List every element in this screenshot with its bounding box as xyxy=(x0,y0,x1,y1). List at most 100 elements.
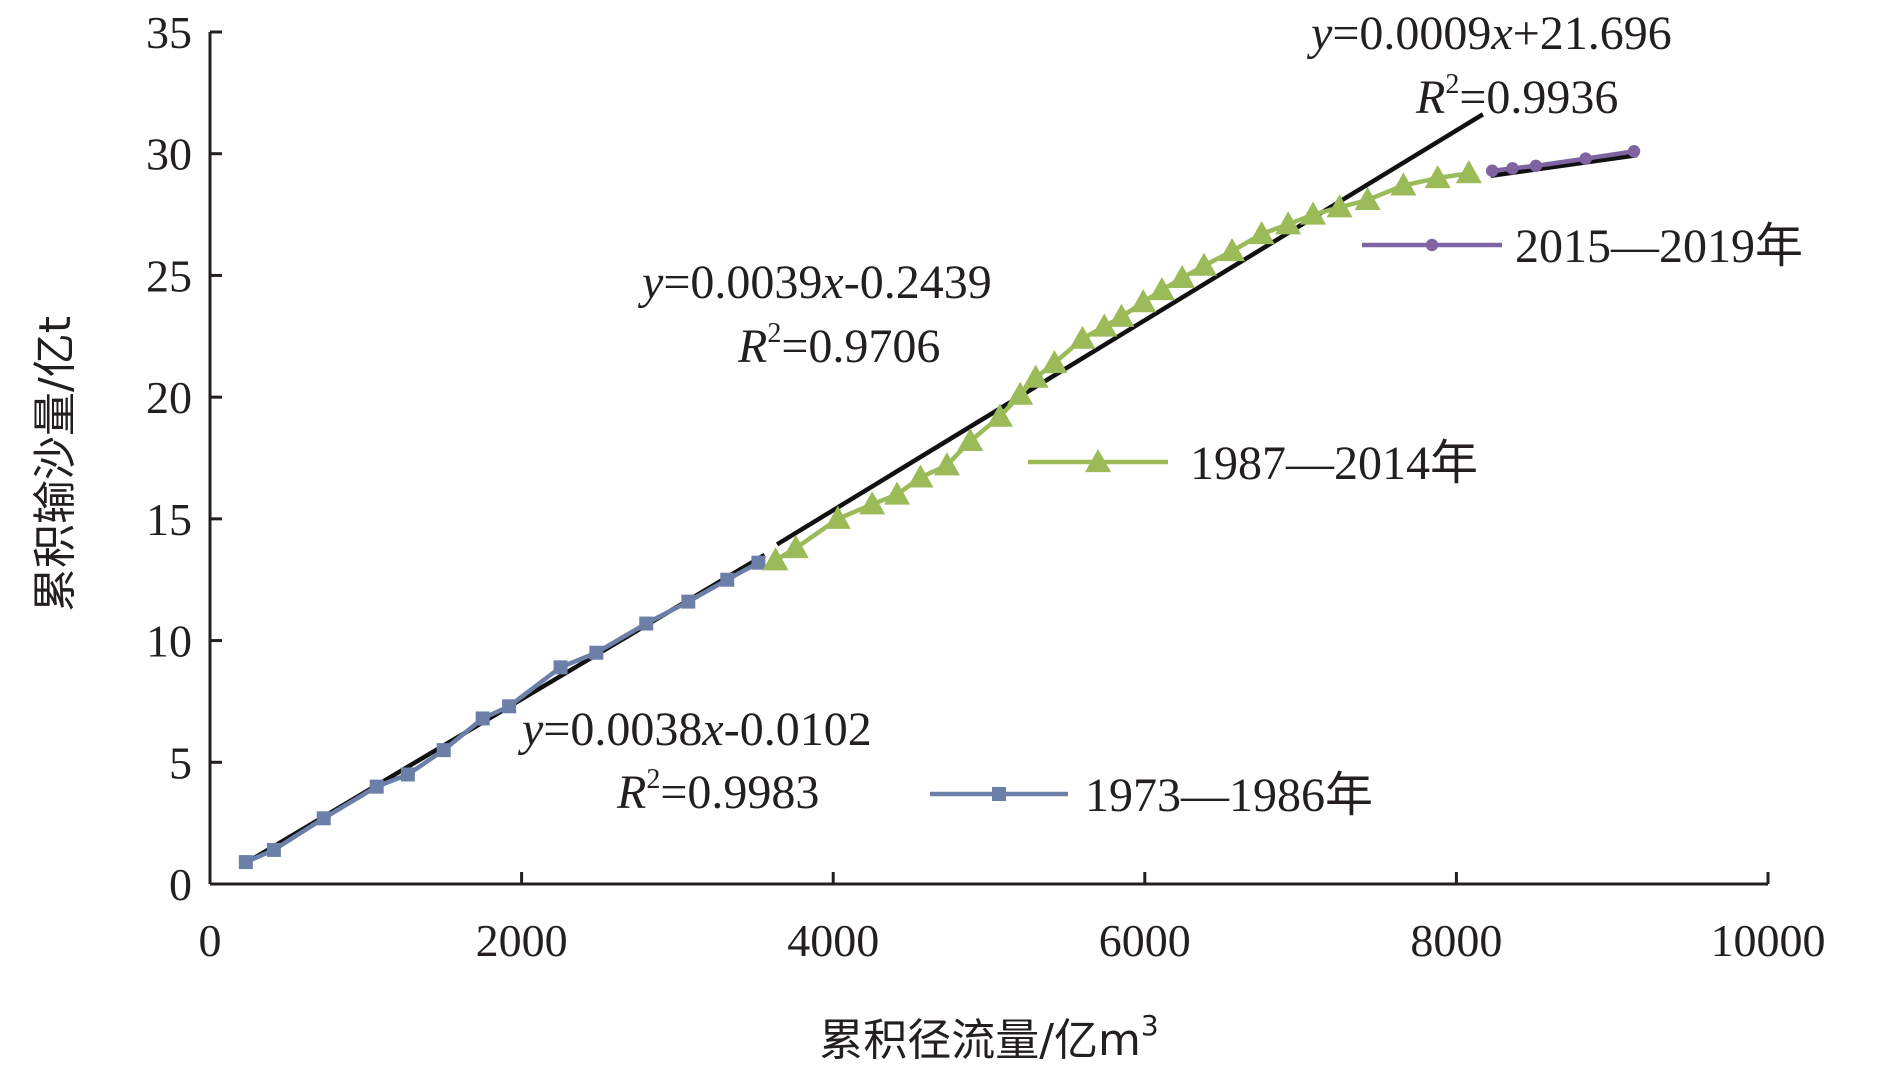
legend-entry-1: 1973—1986年 xyxy=(930,769,1373,822)
data-point xyxy=(369,779,384,794)
x-tick-label: 6000 xyxy=(1099,915,1191,966)
series-2 xyxy=(762,160,1482,571)
data-point xyxy=(266,842,281,857)
data-point xyxy=(751,555,766,570)
data-point xyxy=(681,594,696,609)
r2-superscript: 2 xyxy=(646,764,660,795)
legend-label: 1973—1986年 xyxy=(1085,769,1373,822)
y-tick-label: 0 xyxy=(169,859,192,910)
x-tick-label: 0 xyxy=(199,915,222,966)
series-line xyxy=(244,560,760,865)
data-point xyxy=(502,699,517,714)
data-point xyxy=(1300,201,1327,225)
trendline-equation: y=0.0039x-0.2439 xyxy=(637,256,992,309)
eq-slope: =0.0009 xyxy=(1332,7,1491,60)
x-axis-title-superscript: 3 xyxy=(1141,1009,1159,1042)
eq-y-var: y xyxy=(1306,7,1333,60)
data-point xyxy=(1529,159,1543,173)
data-point xyxy=(238,855,253,870)
data-point xyxy=(1627,145,1641,158)
trendline-r2: R2=0.9936 xyxy=(1415,69,1618,124)
data-point xyxy=(1190,252,1218,276)
y-tick-label: 15 xyxy=(146,494,192,545)
eq-intercept: -0.2439 xyxy=(844,256,992,309)
r2-symbol: R xyxy=(616,766,646,819)
y-tick-label: 30 xyxy=(146,129,192,180)
data-point xyxy=(992,787,1006,801)
y-tick-label: 10 xyxy=(146,616,192,667)
eq-slope: =0.0039 xyxy=(663,256,822,309)
y-axis-title: 累积输沙量/亿t xyxy=(30,316,81,612)
data-point xyxy=(1506,162,1519,175)
data-point xyxy=(859,491,886,515)
data-point xyxy=(1485,164,1499,177)
eq-intercept: -0.0102 xyxy=(724,703,872,756)
data-point xyxy=(1248,221,1275,245)
legend-entry-3: 2015—2019年 xyxy=(1362,220,1803,273)
data-point xyxy=(1219,238,1246,262)
eq-x-var: x xyxy=(701,703,723,756)
data-point xyxy=(553,660,568,675)
legend-label: 1987—2014年 xyxy=(1190,437,1478,490)
data-point xyxy=(720,572,735,587)
x-tick-label: 2000 xyxy=(476,915,568,966)
data-point xyxy=(1326,194,1353,218)
r2-value: =0.9936 xyxy=(1459,71,1618,124)
legend-label: 2015—2019年 xyxy=(1515,220,1803,273)
trendline-equations: y=0.0038x-0.0102R2=0.9983y=0.0039x-0.243… xyxy=(517,7,1672,819)
data-point xyxy=(1390,172,1417,196)
data-point xyxy=(1579,152,1592,165)
y-tick-label: 5 xyxy=(169,737,192,788)
series-3 xyxy=(1485,145,1641,177)
data-point xyxy=(436,743,451,758)
r2-value: =0.9706 xyxy=(781,320,940,373)
trendline-equation: y=0.0009x+21.696 xyxy=(1306,7,1672,60)
data-point xyxy=(957,427,984,452)
data-point xyxy=(1455,160,1482,184)
trendline-equation: y=0.0038x-0.0102 xyxy=(517,703,872,756)
data-series xyxy=(238,145,1641,870)
eq-x-var: x xyxy=(1490,7,1512,60)
data-point xyxy=(824,505,851,529)
x-tick-label: 10000 xyxy=(1711,915,1826,966)
data-point xyxy=(762,547,789,571)
data-point xyxy=(1425,238,1439,252)
eq-intercept: +21.696 xyxy=(1513,7,1672,60)
x-tick-label: 8000 xyxy=(1410,915,1502,966)
axis-titles: 累积径流量/亿m3 累积输沙量/亿t xyxy=(30,316,1159,1066)
data-point xyxy=(986,403,1013,427)
eq-y-var: y xyxy=(517,703,544,756)
series-1 xyxy=(238,555,766,870)
data-point xyxy=(782,535,809,559)
data-point xyxy=(1041,350,1068,374)
eq-x-var: x xyxy=(821,256,843,309)
r2-symbol: R xyxy=(737,320,767,373)
data-point xyxy=(1022,364,1049,388)
r2-symbol: R xyxy=(1415,71,1445,124)
data-point xyxy=(1007,381,1034,405)
trendline-2 xyxy=(775,112,1485,547)
eq-slope: =0.0038 xyxy=(543,703,702,756)
data-point xyxy=(933,452,960,476)
axes xyxy=(208,30,1770,886)
data-point xyxy=(907,464,934,488)
data-point xyxy=(1148,277,1175,301)
x-axis-title: 累积径流量/亿m3 xyxy=(819,1009,1159,1066)
y-tick-label: 25 xyxy=(146,250,192,301)
data-point xyxy=(400,767,415,782)
legend-entries: 1973—1986年 1987—2014年 2015—2019年 xyxy=(930,220,1803,822)
data-point xyxy=(1275,211,1302,235)
data-point xyxy=(316,811,331,826)
legend-entry-2: 1987—2014年 xyxy=(1028,437,1478,490)
data-point xyxy=(639,616,654,631)
data-point xyxy=(884,481,911,505)
trendline-r2: R2=0.9706 xyxy=(737,318,940,373)
data-point xyxy=(1130,289,1157,313)
data-point xyxy=(1069,325,1096,349)
r2-superscript: 2 xyxy=(1445,69,1459,100)
y-tick-label: 35 xyxy=(146,7,192,58)
tick-labels: 0 2000 4000 6000 8000 10000 0 5 10 15 20 25 30 35 xyxy=(146,7,1826,966)
x-axis-title-text: 累积径流量/亿m xyxy=(819,1015,1141,1066)
data-point xyxy=(1354,186,1381,211)
